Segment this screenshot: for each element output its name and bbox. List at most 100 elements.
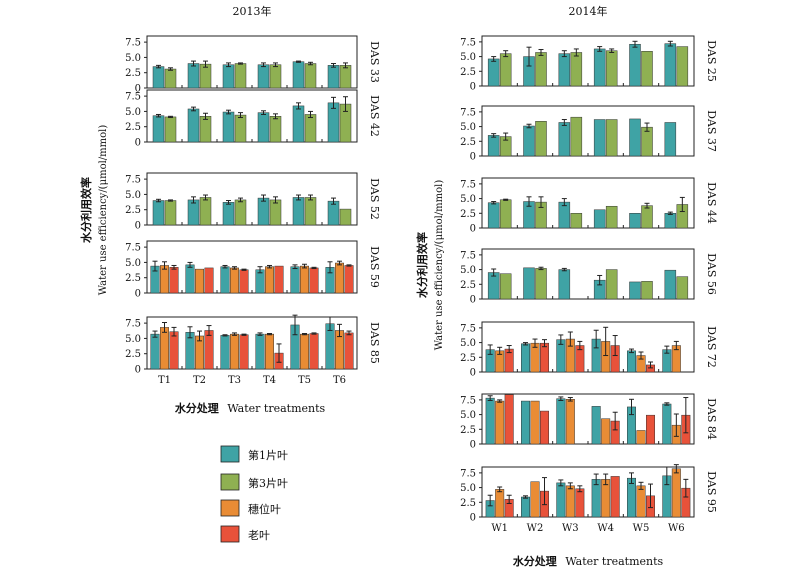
panel-das-37: 0 2.5 5.0 7.5 DAS 37 (460, 105, 718, 163)
bar (304, 63, 317, 89)
bar (204, 267, 214, 294)
x-axis-label-en-2014: Water treatments (565, 555, 663, 568)
bar (487, 135, 500, 157)
bar (499, 273, 512, 300)
bar (629, 118, 641, 157)
x-axis-label-cn-2013: 水分处理 (175, 401, 219, 415)
bar (523, 125, 535, 157)
y-tick-label: 5.0 (125, 334, 141, 345)
y-tick-label: 5.0 (125, 53, 141, 64)
panel-das-56: 0 2.5 5.0 7.5 DAS 56 (460, 248, 718, 306)
y-tick-label: 2.5 (125, 273, 141, 284)
y-tick-label: 2.5 (125, 205, 141, 216)
legend-swatch-old (220, 525, 240, 543)
bar (164, 116, 177, 143)
bar (230, 267, 239, 294)
bar (257, 64, 270, 89)
bar (664, 122, 677, 157)
bar (676, 276, 689, 300)
y-tick-label: 7.5 (125, 92, 141, 103)
y-tick-label: 2.5 (125, 122, 141, 133)
panel-frame (481, 393, 695, 445)
panel-frame (481, 177, 695, 229)
category-label: W1 (491, 523, 508, 534)
bar (222, 111, 235, 143)
x-axis-label-2013: 水分处理 Water treatments (175, 401, 326, 415)
bar (627, 350, 636, 373)
bar (521, 343, 530, 373)
category-label: T5 (298, 375, 311, 386)
bar (187, 63, 200, 89)
bar (152, 66, 165, 89)
bar (646, 414, 655, 445)
bar (636, 430, 646, 445)
bar (204, 330, 214, 370)
category-label: T4 (263, 375, 276, 386)
bar (540, 342, 549, 373)
bar (152, 200, 165, 226)
legend: 第1片叶 第3片叶 穗位叶 老叶 (220, 445, 288, 543)
panel-das-95: 0 2.5 5.0 7.5 DAS 95 W1 W2 W3 W4 W5 W6 (460, 464, 718, 534)
bar (185, 264, 195, 294)
bar (234, 114, 247, 143)
bar (274, 265, 284, 294)
category-label: T6 (333, 375, 346, 386)
y-tick-label: 0 (470, 513, 476, 524)
y-axis-label-en-2013: Water use efficiency/(μmol/mmol) (98, 125, 109, 296)
panel-das-85: 0 2.5 5.0 7.5 DAS 85 T1 T2 T3 T4 T5 T6 (125, 314, 381, 386)
y-tick-label: 2.5 (460, 425, 476, 436)
bar (234, 199, 247, 226)
bar (641, 205, 653, 229)
bar (222, 64, 235, 89)
panel-label: DAS 44 (705, 182, 718, 224)
y-tick-label: 7.5 (460, 468, 476, 479)
bar (230, 333, 239, 370)
bar (570, 213, 583, 229)
y-tick-label: 7.5 (460, 107, 476, 118)
y-tick-label: 7.5 (460, 395, 476, 406)
legend-item-ear: 穗位叶 (220, 499, 281, 517)
bar (309, 333, 319, 370)
bar (629, 43, 641, 87)
bar (195, 268, 204, 294)
bar (605, 50, 618, 87)
bar (344, 265, 354, 294)
category-label: T1 (158, 375, 171, 386)
panel-das-33: 0 2.5 5.0 7.5 DAS 33 (125, 35, 381, 95)
y-tick-label: 0 (470, 82, 476, 93)
bar (265, 266, 274, 294)
legend-label-leaf3: 第3片叶 (248, 476, 288, 490)
chart-2014-panels: 0 2.5 5.0 7.5 DAS 25 0 2.5 5.0 7.5 DAS 37 0 2.5 5.0 7… (460, 35, 718, 534)
bar (641, 51, 653, 87)
y-tick-label: 5.0 (125, 190, 141, 201)
panel-das-59: 0 2.5 5.0 7.5 DAS 59 (125, 240, 381, 300)
y-tick-label: 5.0 (460, 338, 476, 349)
bar (169, 331, 179, 370)
bar (593, 209, 606, 229)
panel-das-52: 0 2.5 5.0 7.5 DAS 52 (125, 172, 381, 232)
panel-frame (481, 105, 695, 157)
bar (292, 61, 305, 89)
bar (556, 398, 566, 445)
y-tick-label: 2.5 (460, 353, 476, 364)
panel-label: DAS 25 (705, 40, 718, 82)
chart-title-2013: 2013年 (233, 4, 272, 18)
y-tick-label: 0 (470, 224, 476, 235)
y-tick-label: 0 (135, 289, 141, 300)
y-tick-label: 0 (135, 365, 141, 376)
bar (558, 122, 571, 157)
bar (199, 63, 212, 89)
panel-das-44: 0 2.5 5.0 7.5 DAS 44 (460, 177, 718, 235)
bar (530, 481, 540, 518)
category-label: W4 (597, 523, 614, 534)
bar (164, 200, 177, 226)
bar (269, 116, 282, 143)
y-tick-label: 5.0 (125, 258, 141, 269)
x-axis-label-cn-2014: 水分处理 (513, 554, 557, 568)
bar (629, 213, 641, 229)
chart-title-2014: 2014年 (569, 4, 608, 18)
panel-frame (481, 35, 695, 87)
panel-label: DAS 72 (705, 326, 718, 368)
y-tick-label: 0 (135, 221, 141, 232)
bar (257, 112, 270, 143)
